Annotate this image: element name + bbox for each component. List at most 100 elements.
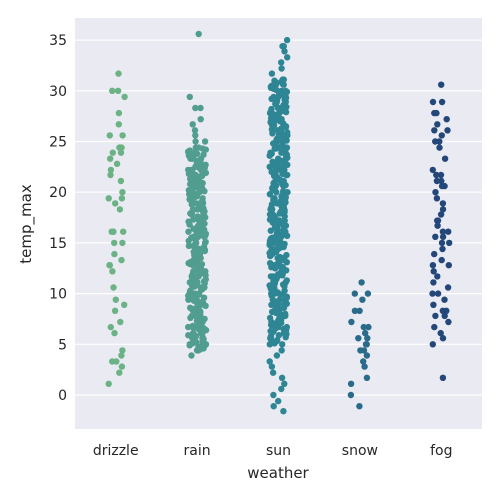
point-sun <box>284 129 291 136</box>
point-fog <box>437 171 445 179</box>
point-drizzle <box>105 195 112 202</box>
point-drizzle <box>113 160 121 167</box>
point-sun <box>268 70 276 77</box>
point-fog <box>441 312 448 320</box>
point-fog <box>429 290 436 297</box>
point-fog <box>445 262 452 269</box>
point-rain <box>195 144 202 151</box>
point-snow <box>361 363 368 370</box>
y-axis-label: temp_max <box>17 184 36 264</box>
point-snow <box>347 391 355 399</box>
point-fog <box>445 228 452 235</box>
point-sun <box>270 403 277 410</box>
point-rain <box>197 308 204 316</box>
point-drizzle <box>117 177 125 185</box>
point-sun <box>283 277 290 284</box>
point-sun <box>266 260 274 267</box>
point-drizzle <box>109 149 117 156</box>
point-fog <box>439 245 446 253</box>
point-drizzle <box>113 358 120 365</box>
point-rain <box>187 304 194 311</box>
point-snow <box>359 296 366 303</box>
y-tick-label: 15 <box>49 236 67 252</box>
point-drizzle <box>111 329 118 337</box>
point-sun <box>275 162 282 169</box>
point-rain <box>191 127 199 134</box>
point-drizzle <box>118 195 126 202</box>
point-snow <box>358 279 365 286</box>
point-sun <box>276 296 283 303</box>
point-sun <box>283 251 290 259</box>
point-fog <box>433 177 441 185</box>
point-drizzle <box>107 155 114 162</box>
x-axis-label: weather <box>247 464 309 482</box>
point-sun <box>284 54 291 61</box>
x-tick-label-snow: snow <box>342 443 378 459</box>
point-fog <box>438 182 446 190</box>
point-sun <box>268 301 275 308</box>
point-fog <box>431 109 438 117</box>
point-fog <box>429 98 437 106</box>
point-drizzle <box>106 132 114 139</box>
point-rain <box>185 242 193 250</box>
point-fog <box>445 318 452 326</box>
point-drizzle <box>107 323 115 331</box>
point-fog <box>432 189 439 196</box>
x-tick-label-drizzle: drizzle <box>93 443 139 459</box>
point-sun <box>283 323 290 331</box>
point-sun <box>268 363 276 370</box>
point-fog <box>439 228 447 235</box>
point-fog <box>441 296 448 303</box>
point-sun <box>278 59 285 66</box>
point-rain <box>189 121 196 128</box>
point-rain <box>185 332 192 339</box>
point-snow <box>363 352 371 359</box>
point-fog <box>431 323 438 331</box>
point-fog <box>434 273 441 280</box>
y-tick-labels: 0 5 10 15 20 25 30 35 <box>49 33 67 404</box>
point-drizzle <box>116 369 123 376</box>
point-drizzle <box>117 318 124 326</box>
point-fog <box>438 256 445 264</box>
point-sun <box>275 155 282 162</box>
point-fog <box>434 290 442 297</box>
point-sun <box>283 36 291 44</box>
point-sun <box>275 397 282 405</box>
point-snow <box>351 307 359 314</box>
y-tick-label: 20 <box>49 185 67 201</box>
point-sun <box>267 321 275 329</box>
point-sun <box>278 374 286 381</box>
y-tick-label: 10 <box>49 287 67 303</box>
point-snow <box>355 335 362 342</box>
point-drizzle <box>119 189 126 196</box>
point-fog <box>437 211 445 218</box>
point-rain <box>198 198 206 205</box>
point-drizzle <box>110 284 117 291</box>
point-rain <box>185 228 192 235</box>
point-drizzle <box>110 228 117 235</box>
point-fog <box>433 171 440 179</box>
y-tick-label: 5 <box>58 337 67 353</box>
point-snow <box>357 347 364 354</box>
point-fog <box>443 307 450 314</box>
x-tick-labels: drizzle rain sun snow fog <box>93 443 453 459</box>
point-snow <box>360 323 367 331</box>
point-rain <box>198 261 206 268</box>
point-snow <box>347 380 355 387</box>
point-drizzle <box>111 250 118 258</box>
point-sun <box>281 48 288 55</box>
point-sun <box>269 369 277 376</box>
point-drizzle <box>109 268 116 275</box>
point-sun <box>266 163 273 170</box>
point-fog <box>429 341 436 348</box>
point-sun <box>271 77 278 84</box>
point-sun <box>282 87 289 95</box>
point-sun <box>274 337 281 344</box>
point-drizzle <box>118 256 125 264</box>
y-tick-label: 25 <box>49 135 67 151</box>
y-tick-label: 35 <box>49 33 67 49</box>
x-tick-label-sun: sun <box>266 443 291 459</box>
point-drizzle <box>119 132 126 139</box>
point-sun <box>268 105 275 113</box>
